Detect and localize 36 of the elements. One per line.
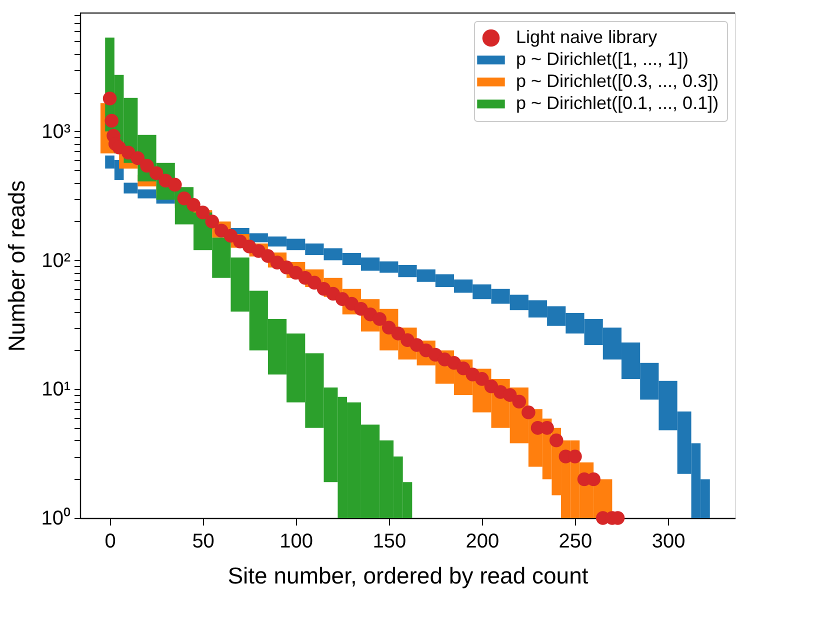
x-tick-label: 300 <box>652 530 686 552</box>
x-tick-label: 100 <box>280 530 314 552</box>
y-axis-title: Number of reads <box>3 180 30 352</box>
x-tick-label: 250 <box>558 530 592 552</box>
x-axis-title: Site number, ordered by read count <box>228 562 589 588</box>
point <box>149 166 164 180</box>
y-tick-label: 10³ <box>42 120 71 143</box>
point <box>372 312 386 326</box>
y-tick-label: 10⁰ <box>41 506 70 530</box>
point <box>196 206 210 220</box>
point <box>140 158 154 173</box>
x-tick-label: 200 <box>466 530 500 552</box>
point <box>186 198 200 212</box>
point <box>522 406 536 420</box>
point <box>102 92 117 106</box>
point <box>205 214 220 228</box>
x-tick-label: 0 <box>104 530 116 552</box>
point <box>391 326 406 340</box>
point <box>475 372 489 386</box>
point <box>130 151 145 166</box>
x-tick-label: 150 <box>372 530 406 552</box>
legend-label: p ~ Dirichlet([0.1, ..., 0.1]) <box>516 93 719 113</box>
point <box>568 450 582 464</box>
point <box>512 394 526 409</box>
x-tick-label: 50 <box>192 530 214 552</box>
point <box>540 421 554 435</box>
legend-label: Light naive library <box>516 27 658 47</box>
y-tick-label: 10² <box>42 250 71 272</box>
point <box>261 249 275 263</box>
legend-label: p ~ Dirichlet([1, ..., 1]) <box>516 49 689 69</box>
point <box>168 178 182 192</box>
legend-label: p ~ Dirichlet([0.3, ..., 0.3]) <box>516 71 719 91</box>
point <box>502 388 517 402</box>
point <box>104 114 119 128</box>
y-tick-label: 10¹ <box>42 378 71 401</box>
point <box>549 434 564 448</box>
